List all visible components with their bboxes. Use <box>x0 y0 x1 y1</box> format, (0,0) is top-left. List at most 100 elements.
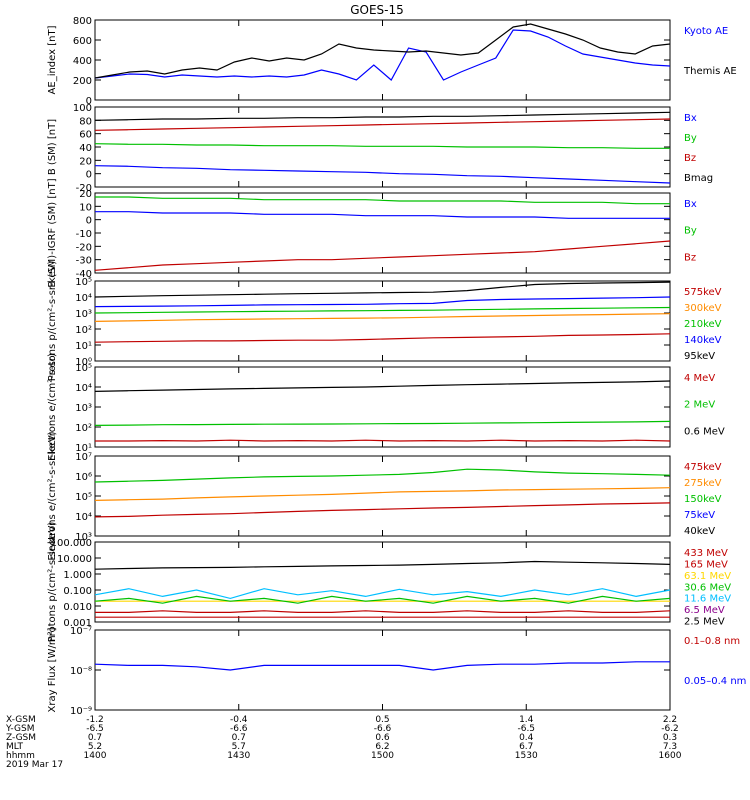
y-tick-label: 80 <box>79 116 92 127</box>
legend-entry: Bmag <box>684 173 713 184</box>
y-axis-label: Electrons e/(cm²-s-sr) <box>47 353 58 461</box>
y-tick-label: 20 <box>79 156 92 167</box>
orbit-tick-value: 6.2 <box>375 742 389 752</box>
y-tick-label: -20 <box>76 242 92 253</box>
y-tick-label: 20 <box>79 189 92 200</box>
series-line-0-6-mev <box>94 380 671 392</box>
series-line-150kev <box>94 468 671 483</box>
legend-entry: Bx <box>684 113 697 124</box>
y-tick-label: 10⁻⁹ <box>70 706 92 717</box>
legend-entry: 150keV <box>684 494 722 505</box>
series-line-575kev <box>94 333 671 343</box>
y-tick-label: 200 <box>73 76 92 87</box>
y-tick-label: 10⁵ <box>75 492 92 503</box>
panel-frame <box>94 541 671 623</box>
legend-entry: 40keV <box>684 526 715 537</box>
orbit-tick-value: -6.6 <box>374 724 392 734</box>
y-tick-label: 10³ <box>75 532 92 543</box>
y-tick-label: 0 <box>86 216 92 227</box>
y-tick-label: 10³ <box>75 403 92 414</box>
y-tick-label: 10⁴ <box>75 512 92 523</box>
legend-entry: 140keV <box>684 335 722 346</box>
y-tick-label: 0.001 <box>63 618 92 629</box>
series-line-95kev <box>94 281 671 298</box>
series-line-300kev <box>94 313 671 322</box>
y-tick-label: 0.100 <box>63 586 92 597</box>
y-tick-label: 60 <box>79 130 92 141</box>
y-tick-label: 100 <box>73 103 92 114</box>
legend-entry: 210keV <box>684 319 722 330</box>
orbit-tick-value: 0.5 <box>375 715 389 725</box>
y-tick-label: 10¹ <box>75 443 92 454</box>
legend-entry: 575keV <box>684 287 722 298</box>
y-tick-label: 0.010 <box>63 602 92 613</box>
series-line-475kev <box>94 502 671 518</box>
orbit-tick-value: -1.2 <box>86 715 104 725</box>
legend-entry: 475keV <box>684 462 722 473</box>
orbit-tick-value: 7.3 <box>663 742 677 752</box>
legend-entry: 2 MeV <box>684 400 715 411</box>
legend-entry: Kyoto AE <box>684 26 728 37</box>
orbit-tick-value: -6.5 <box>517 724 535 734</box>
orbit-tick-value: -6.2 <box>661 724 679 734</box>
y-tick-label: -20 <box>76 183 92 194</box>
panel-2: -40 -30 -20 -10 0 10 20 B (SM)-IGRF (SM) [nT] Bx… <box>47 178 697 287</box>
series-line-bz <box>94 240 671 271</box>
legend-entry: 0.1–0.8 nm <box>684 636 740 647</box>
y-tick-label: 10⁰ <box>75 357 92 368</box>
orbit-tick-value: 5.2 <box>88 742 102 752</box>
orbit-tick-value: 0.4 <box>519 733 534 743</box>
y-tick-label: -40 <box>76 269 92 280</box>
orbit-tick-value: -0.4 <box>230 715 248 725</box>
legend-entry: 11.6 MeV <box>684 594 731 605</box>
y-tick-label: 400 <box>73 56 92 67</box>
legend-entry: 2.5 MeV <box>684 617 725 628</box>
legend-entry: 0.05–0.4 nm <box>684 676 746 687</box>
orbit-tick-value: -6.6 <box>230 724 248 734</box>
y-tick-label: 10⁵ <box>75 277 92 288</box>
series-line-275kev <box>94 487 671 501</box>
y-tick-label: 10⁵ <box>75 363 92 374</box>
series-line-30-6-mev <box>94 595 671 604</box>
panel-6: 0.001 0.010 0.100 1.000 10.000 100.000Protons… <box>47 522 731 643</box>
series-line-2-mev <box>94 420 671 426</box>
orbit-tick-value: -6.5 <box>86 724 104 734</box>
series-line-0-05-0-4-nm <box>94 661 670 671</box>
legend-entry: Bx <box>684 199 697 210</box>
panel-7: 10⁻⁹ 10⁻⁸ 10⁻⁷ Xray Flux [W/m²] 0.1–0.8 nm 0.… <box>47 626 746 717</box>
series-line-bz <box>94 118 671 131</box>
y-tick-label: 100.000 <box>51 538 92 549</box>
legend-entry: 433 MeV <box>684 548 728 559</box>
panel-1: -20 0 20 40 60 80 100 B (SM) [nT] Bx By Bz Bmag <box>47 103 713 194</box>
y-tick-label: 10.000 <box>57 554 92 565</box>
series-line-210kev <box>94 306 671 314</box>
y-tick-label: -10 <box>76 229 92 240</box>
orbit-row-label: Z-GSM <box>6 733 36 743</box>
y-axis-label: Protons p/(cm²-s-sr-keV) <box>47 522 58 643</box>
legend-entry: Bz <box>684 252 696 263</box>
legend-entry: Themis AE <box>683 66 737 77</box>
y-axis-label: Electrons e/(cm²-s-sr-keV) <box>47 431 58 560</box>
orbit-tick-value: 1530 <box>515 751 538 761</box>
y-tick-label: 10⁻⁷ <box>70 626 92 637</box>
legend-entry: 6.5 MeV <box>684 605 725 616</box>
y-tick-label: 600 <box>73 36 92 47</box>
y-axis-label: Xray Flux [W/m²] <box>47 627 58 712</box>
y-tick-label: 1.000 <box>63 570 92 581</box>
y-tick-label: 10¹ <box>75 341 92 352</box>
series-line-by <box>95 196 670 205</box>
series-line-bx <box>95 211 670 219</box>
y-tick-label: 10⁴ <box>75 383 92 394</box>
orbit-row-label: Y-GSM <box>5 724 34 734</box>
legend-entry: By <box>684 133 697 144</box>
legend-entry: By <box>684 226 697 237</box>
series-line-2-5-mev <box>94 560 671 570</box>
panel-0: 0 200 400 600 800 AE_index [nT] Kyoto AE Themis… <box>47 16 737 107</box>
series-line-bx <box>94 165 671 184</box>
orbit-tick-value: 1500 <box>371 751 394 761</box>
y-tick-label: 0 <box>86 96 92 107</box>
orbit-tick-value: 5.7 <box>232 742 246 752</box>
series-line-140kev <box>94 296 671 308</box>
panel-5: 10³ 10⁴ 10⁵ 10⁶ 10⁷ Electrons e/(cm²-s-sr-keV… <box>47 431 722 560</box>
orbit-tick-value: 0.6 <box>375 733 390 743</box>
